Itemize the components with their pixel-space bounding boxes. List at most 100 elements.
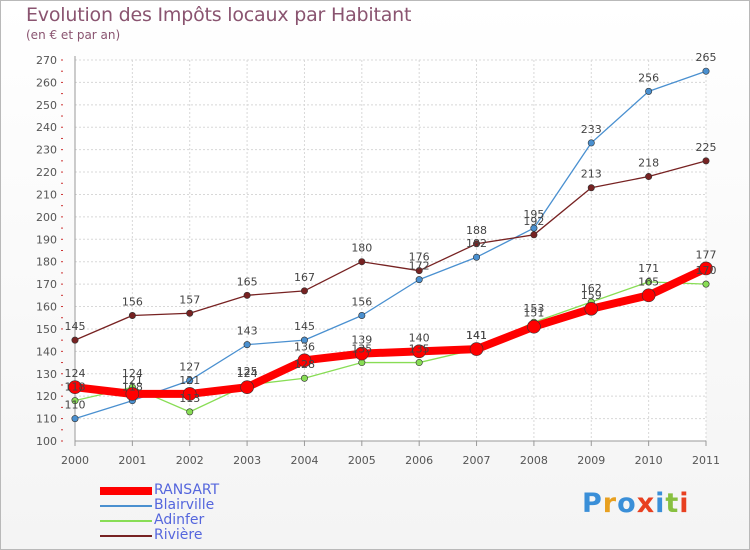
data-point-ransart <box>412 344 426 359</box>
data-label-riviere: 145 <box>65 320 86 333</box>
data-point-ransart <box>182 387 197 401</box>
data-label-adinfer: 125 <box>237 365 258 378</box>
data-point-adinfer <box>415 359 423 367</box>
data-point-adinfer <box>300 374 308 382</box>
data-point-ransart <box>297 353 312 368</box>
data-point-ransart <box>641 288 656 303</box>
data-label-blairville: 233 <box>581 123 602 136</box>
data-point-ransart <box>240 380 254 395</box>
data-label-blairville: 143 <box>237 325 258 338</box>
data-point-blairville <box>243 341 251 349</box>
data-label-riviere: 192 <box>523 215 544 228</box>
y-tick-label: 150 <box>36 323 57 336</box>
data-point-blairville <box>71 415 79 423</box>
data-point-ransart <box>125 387 140 401</box>
data-point-riviere <box>358 258 366 266</box>
data-label-blairville: 156 <box>351 295 372 308</box>
data-label-blairville: 110 <box>65 399 86 412</box>
y-tick-label: 230 <box>36 144 57 157</box>
data-label-ransart: 121 <box>179 374 200 387</box>
data-label-riviere: 157 <box>179 293 200 306</box>
data-point-blairville <box>300 336 308 344</box>
y-tick-label: 250 <box>36 99 57 112</box>
data-label-adinfer: 113 <box>179 392 200 405</box>
data-point-riviere <box>186 309 194 317</box>
data-point-adinfer <box>702 280 710 288</box>
legend-label: Blairville <box>154 497 215 513</box>
data-label-riviere: 167 <box>294 271 315 284</box>
data-point-riviere <box>530 231 538 239</box>
data-label-ransart: 139 <box>351 334 372 347</box>
data-point-blairville <box>645 87 653 95</box>
chart-title: Evolution des Impôts locaux par Habitant <box>26 4 412 26</box>
data-label-blairville: 118 <box>122 381 143 394</box>
data-point-adinfer <box>71 397 79 405</box>
data-label-adinfer: 170 <box>696 264 717 277</box>
y-tick-label: 100 <box>36 435 57 448</box>
data-label-adinfer: 141 <box>466 329 487 342</box>
data-label-blairville: 145 <box>294 320 315 333</box>
legend-label: Adinfer <box>154 512 205 528</box>
data-label-adinfer: 171 <box>638 262 659 275</box>
data-point-riviere <box>415 267 423 275</box>
y-tick-label: 160 <box>36 301 57 314</box>
legend-swatch <box>100 520 152 522</box>
data-point-adinfer <box>186 408 194 416</box>
plot-area <box>75 60 706 441</box>
data-point-riviere <box>128 311 136 319</box>
data-point-blairville <box>473 253 481 261</box>
data-point-riviere <box>300 287 308 295</box>
data-label-ransart: 159 <box>581 289 602 302</box>
data-point-blairville <box>702 67 710 75</box>
data-label-adinfer: 135 <box>351 343 372 356</box>
y-tick-label: 270 <box>36 54 57 67</box>
y-tick-label: 180 <box>36 256 57 269</box>
data-point-ransart <box>584 301 599 316</box>
data-label-riviere: 218 <box>638 157 659 170</box>
x-tick-label: 2001 <box>118 454 146 467</box>
y-tick-label: 170 <box>36 278 57 291</box>
y-tick-label: 220 <box>36 166 57 179</box>
data-point-blairville <box>186 376 194 384</box>
data-label-ransart: 124 <box>65 367 86 380</box>
data-label-blairville: 172 <box>409 260 430 273</box>
legend-swatch <box>100 505 152 507</box>
data-label-riviere: 213 <box>581 168 602 181</box>
data-label-ransart: 124 <box>237 367 258 380</box>
series-line-blairville <box>74 70 707 420</box>
data-label-blairville: 256 <box>638 71 659 84</box>
legend-label: Rivière <box>154 527 203 543</box>
data-label-ransart: 141 <box>466 329 487 342</box>
data-label-ransart: 140 <box>409 331 430 344</box>
data-point-blairville <box>587 139 595 147</box>
data-label-blairville: 265 <box>696 51 717 64</box>
data-label-adinfer: 128 <box>294 358 315 371</box>
x-tick-label: 2008 <box>520 454 548 467</box>
data-label-ransart: 177 <box>696 248 717 261</box>
data-label-ransart: 165 <box>638 275 659 288</box>
y-tick-label: 120 <box>36 390 57 403</box>
data-label-blairville: 195 <box>523 208 544 221</box>
data-point-riviere <box>587 184 595 192</box>
x-tick-label: 2000 <box>61 454 89 467</box>
data-label-adinfer: 124 <box>122 367 143 380</box>
data-point-riviere <box>702 157 710 165</box>
data-label-adinfer: 135 <box>409 343 430 356</box>
data-point-blairville <box>530 224 538 232</box>
data-label-riviere: 188 <box>466 224 487 237</box>
data-label-riviere: 156 <box>122 295 143 308</box>
data-label-riviere: 225 <box>696 141 717 154</box>
x-tick-label: 2002 <box>176 454 204 467</box>
y-tick-label: 110 <box>36 413 57 426</box>
data-label-riviere: 176 <box>409 251 430 264</box>
data-point-riviere <box>243 291 251 299</box>
data-point-riviere <box>473 240 481 248</box>
data-label-adinfer: 118 <box>65 381 86 394</box>
data-point-ransart <box>355 346 369 361</box>
data-label-ransart: 136 <box>294 340 315 353</box>
x-tick-label: 2007 <box>463 454 491 467</box>
data-label-riviere: 180 <box>351 242 372 255</box>
data-label-ransart: 121 <box>122 374 143 387</box>
legend-swatch <box>100 487 152 495</box>
x-tick-label: 2010 <box>635 454 663 467</box>
